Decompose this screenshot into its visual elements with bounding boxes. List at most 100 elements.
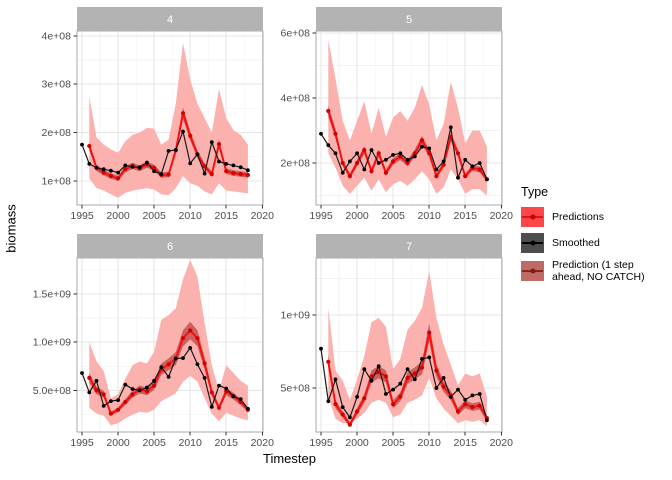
predictions-point: [202, 164, 207, 169]
smoothed-point: [209, 140, 214, 145]
x-axis-title: Timestep: [263, 451, 316, 466]
predictions-point: [391, 159, 396, 164]
predictions-point: [369, 169, 374, 174]
one-step-prediction-band: [328, 323, 487, 428]
predictions-point: [238, 172, 243, 177]
predictions-point: [224, 169, 229, 174]
smoothed-point: [348, 159, 352, 164]
predictions-point: [340, 160, 345, 166]
predictions-point: [383, 170, 388, 175]
x-tick-label: 2000: [106, 210, 130, 222]
predictions-point: [398, 154, 403, 159]
smoothed-point: [412, 154, 417, 159]
predictions-point: [441, 162, 446, 167]
x-tick-label: 2010: [418, 210, 442, 222]
smoothed-point: [80, 142, 84, 147]
predictions-point: [333, 131, 338, 136]
smoothed-point: [463, 157, 468, 162]
smoothed-point: [485, 418, 489, 423]
predictions-point: [441, 384, 446, 389]
predictions-point: [398, 394, 403, 399]
y-axis-title: biomass: [3, 204, 19, 253]
y-tick-label: 1.5e+09: [33, 288, 71, 300]
facet-panel-5: 5 2e+08 4e+08 6e+08 1995 2000 2005 2010 2015 2020: [281, 7, 513, 222]
smoothed-point: [391, 153, 395, 157]
smoothed-line: [320, 127, 488, 180]
smoothed-point: [202, 376, 207, 380]
legend-key-swatch: [521, 207, 544, 227]
predictions-point: [166, 172, 171, 177]
predictions-point: [434, 174, 439, 179]
predictions-point: [455, 409, 461, 414]
smoothed-point: [355, 151, 359, 156]
facet-strip-label: 4: [167, 14, 173, 26]
smoothed-point: [319, 131, 323, 136]
smoothed-point: [109, 399, 113, 403]
smoothed-line: [320, 348, 488, 421]
smoothed-point: [123, 382, 128, 387]
legend-item-label: Smoothed: [552, 236, 600, 249]
predictions-point: [376, 151, 381, 156]
smoothed-point: [116, 170, 120, 175]
predictions-point: [470, 405, 475, 410]
x-tick-label: 1995: [309, 437, 333, 449]
predictions-point: [101, 392, 106, 397]
predictions-point: [87, 143, 92, 149]
smoothed-point: [470, 164, 475, 169]
legend-item-label: Predictions: [552, 210, 604, 223]
predictions-point: [405, 375, 410, 380]
smoothed-point: [123, 163, 128, 168]
predictions-point: [347, 174, 352, 179]
smoothed-point: [166, 149, 171, 153]
y-tick-label: 1e+08: [42, 175, 72, 187]
smoothed-point: [470, 393, 475, 398]
smoothed-point: [398, 151, 403, 156]
predictions-point: [448, 134, 453, 140]
predictions-point: [376, 370, 381, 375]
one-step-prediction-band: [89, 321, 248, 416]
predictions-point: [419, 138, 425, 143]
smoothed-point: [477, 392, 482, 396]
smoothed-point: [224, 386, 229, 391]
smoothed-point: [159, 365, 164, 370]
predictions-point: [87, 375, 92, 380]
predictions-point: [477, 403, 482, 408]
facet-strip: [77, 7, 263, 31]
smoothed-point: [109, 168, 113, 173]
smoothed-point: [87, 390, 92, 395]
y-tick-label: 2e+08: [42, 127, 72, 139]
predictions-point: [347, 422, 352, 427]
predictions-point: [355, 409, 360, 414]
legend-key-point: [530, 214, 535, 220]
predictions-point: [455, 151, 461, 156]
predictions-point: [427, 151, 432, 156]
smoothed-point: [101, 167, 106, 172]
legend-key-point: [530, 268, 535, 274]
smoothed-point: [326, 399, 331, 404]
smoothed-point: [463, 397, 468, 402]
smoothed-point: [181, 129, 185, 134]
y-tick-label: 1e+09: [281, 310, 311, 322]
legend-title: Type: [521, 185, 549, 199]
smoothed-point: [145, 385, 149, 390]
smoothed-point: [340, 170, 345, 175]
smoothed-point: [319, 346, 323, 351]
smoothed-point: [87, 162, 92, 166]
y-tick-label: 4e+08: [42, 30, 72, 42]
smoothed-point: [448, 125, 453, 130]
smoothed-point: [217, 383, 221, 388]
smoothed-point: [159, 172, 164, 177]
predictions-point: [369, 374, 374, 379]
predictions-point: [362, 396, 367, 401]
x-tick-label: 2020: [251, 437, 275, 449]
x-tick-label: 2005: [142, 210, 166, 222]
smoothed-point: [434, 167, 439, 172]
predictions-point: [144, 389, 149, 394]
smoothed-point: [181, 356, 185, 360]
smoothed-point: [145, 160, 149, 165]
smoothed-point: [209, 405, 214, 409]
predictions-point: [101, 170, 106, 175]
facet-strip-label: 7: [406, 241, 412, 253]
